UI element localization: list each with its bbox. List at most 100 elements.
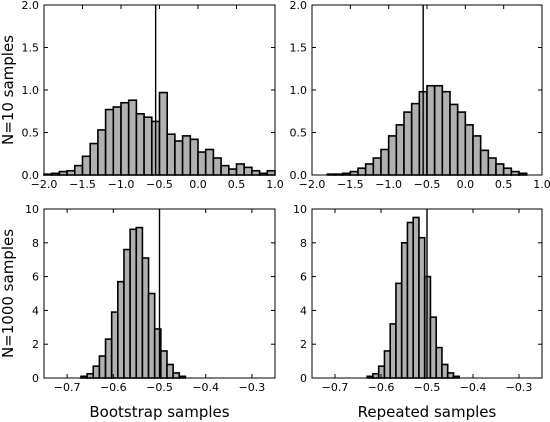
- x-tick-label: 0.0: [457, 178, 475, 191]
- histogram-bar: [372, 372, 380, 379]
- histogram-bar: [74, 164, 84, 176]
- histogram-bar: [441, 363, 449, 379]
- y-tick-label: 2.0: [290, 0, 308, 12]
- histogram-bar: [377, 365, 386, 379]
- y-tick-label: 0: [300, 372, 307, 385]
- histogram-bar: [435, 346, 443, 379]
- x-tick-label: −1.5: [69, 178, 96, 191]
- histogram-bar: [349, 170, 359, 176]
- histogram-bar: [141, 257, 150, 379]
- histogram-bar: [117, 280, 125, 379]
- x-tick-label: −1.0: [375, 178, 402, 191]
- histogram-bar: [98, 355, 107, 379]
- histogram-bar: [58, 170, 68, 176]
- histogram-bar: [446, 372, 455, 379]
- histogram-bar: [495, 163, 505, 176]
- histogram-bar: [86, 372, 95, 379]
- histogram-bar: [189, 138, 199, 176]
- histogram-bar: [380, 148, 390, 176]
- x-axis-label: Repeated samples: [358, 403, 497, 421]
- histogram-bar: [364, 163, 375, 176]
- histogram-bar: [400, 242, 409, 379]
- x-tick-label: −0.4: [192, 381, 219, 394]
- histogram-bar: [110, 311, 119, 379]
- y-tick-label: 6: [300, 271, 307, 284]
- x-tick-label: 0.5: [228, 178, 246, 191]
- x-tick-label: −1.0: [108, 178, 135, 191]
- histogram-bar: [456, 111, 467, 176]
- histogram-bar: [395, 282, 403, 379]
- y-tick-label: 8: [300, 237, 307, 250]
- histogram-bar: [410, 102, 421, 176]
- x-tick-label: −2.0: [31, 178, 58, 191]
- y-tick-label: 2: [300, 338, 307, 351]
- histogram-bar: [220, 164, 230, 176]
- histogram-bar: [143, 116, 153, 176]
- y-tick-label: 4: [32, 304, 39, 317]
- histogram-bar: [112, 106, 122, 176]
- histogram-bar: [104, 108, 115, 176]
- histogram-bar: [212, 157, 222, 176]
- histogram-bar: [510, 170, 520, 176]
- y-tick-label: 1.0: [22, 84, 40, 97]
- histogram-bar: [166, 133, 176, 176]
- histogram-bar: [104, 338, 113, 379]
- x-tick-label: 0.0: [189, 178, 207, 191]
- histogram-bar: [472, 135, 482, 176]
- y-tick-label: 0.0: [290, 169, 308, 182]
- histogram-bar: [479, 149, 490, 176]
- x-tick-label: −0.5: [146, 178, 173, 191]
- histogram-bar: [487, 157, 497, 176]
- histogram-bar: [412, 216, 420, 379]
- x-tick-label: −0.3: [239, 381, 266, 394]
- histogram-bar: [127, 99, 138, 176]
- histogram-bar: [251, 169, 261, 176]
- histogram-bar: [502, 167, 513, 176]
- y-tick-label: 0.0: [22, 169, 40, 182]
- histogram-bar: [147, 292, 156, 379]
- histogram-panel-3: −0.7 −0.6 −0.5 −0.4 −0.3 0 2 4 6 8 10 N=1000 sample…: [0, 203, 276, 421]
- x-tick-label: −0.7: [322, 381, 349, 394]
- x-tick-label: 0.5: [495, 178, 513, 191]
- histogram-bar: [228, 168, 238, 176]
- y-tick-label: 1.5: [290, 42, 308, 55]
- histogram-bar: [433, 84, 444, 176]
- histogram-panel-2: −2.0 −1.5 −1.0 −0.5 0.0 0.5 1.0 0.0 0.5 1.0 1.5 2.0: [290, 0, 550, 191]
- histogram-bar: [235, 163, 245, 176]
- x-tick-label: 1.0: [266, 178, 284, 191]
- histogram-bar: [160, 350, 168, 379]
- histogram-bar: [172, 372, 181, 379]
- histogram-bar: [166, 363, 174, 379]
- y-tick-label: 0.5: [22, 127, 40, 140]
- histogram-bar: [66, 169, 76, 176]
- histogram-bar: [449, 103, 459, 176]
- histogram-bar: [181, 135, 192, 176]
- histogram-bar: [464, 124, 474, 176]
- histogram-panel-1: −2.0 −1.5 −1.0 −0.5 0.0 0.5 1.0 0.0 0.5 1.0 1.5 2.0…: [0, 0, 284, 191]
- x-tick-label: −0.7: [54, 381, 81, 394]
- histogram-bar: [406, 221, 415, 379]
- x-tick-label: −0.6: [100, 381, 127, 394]
- x-tick-label: −1.5: [337, 178, 364, 191]
- histogram-bar: [387, 135, 398, 176]
- histogram-bar: [389, 323, 397, 379]
- histogram-bar: [120, 101, 130, 176]
- x-tick-label: −0.5: [414, 381, 441, 394]
- x-tick-label: −0.6: [368, 381, 395, 394]
- histogram-bar: [441, 90, 451, 176]
- histogram-bar: [81, 155, 91, 176]
- y-tick-label: 0.5: [290, 127, 308, 140]
- y-tick-label: 2.0: [22, 0, 40, 12]
- histogram-bar: [174, 140, 184, 176]
- y-tick-label: 8: [32, 237, 39, 250]
- y-tick-label: 6: [32, 271, 39, 284]
- histogram-bar: [266, 169, 276, 176]
- row-label: N=10 samples: [0, 35, 17, 145]
- histogram-bar: [92, 365, 101, 379]
- histogram-bar: [97, 129, 107, 176]
- histogram-bar: [357, 167, 367, 176]
- histogram-bar: [383, 350, 392, 379]
- histogram-bar: [395, 124, 405, 176]
- x-tick-label: −0.5: [146, 381, 173, 394]
